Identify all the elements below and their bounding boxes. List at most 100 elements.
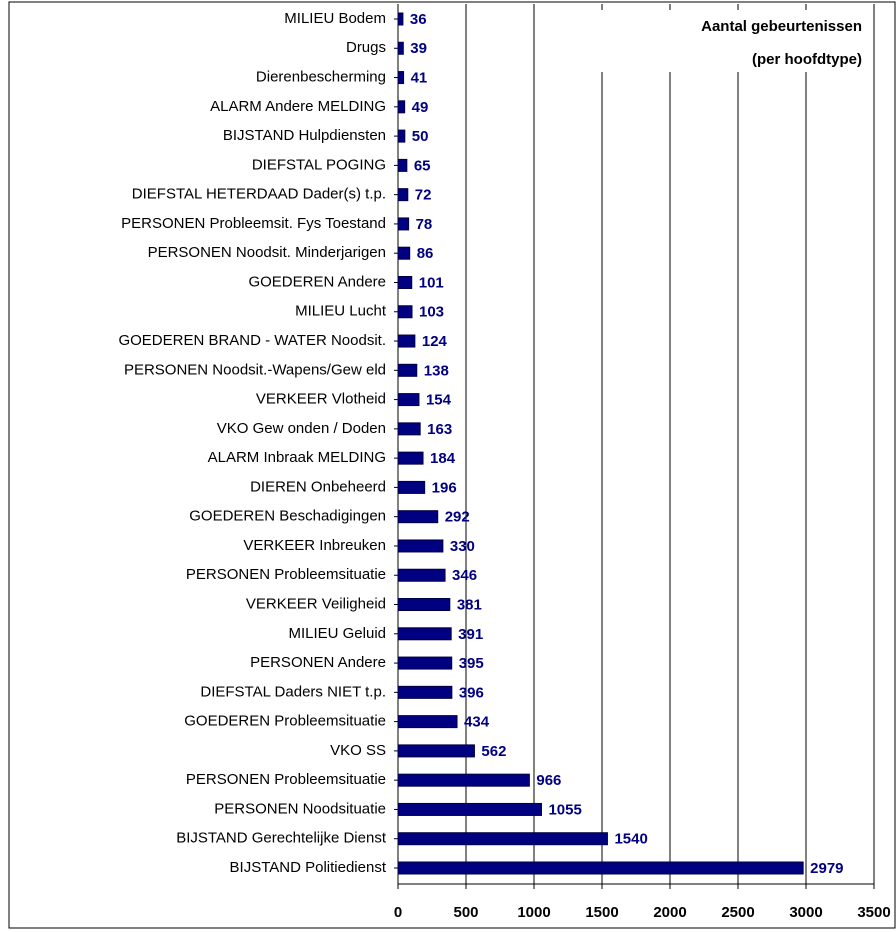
- y-tick-label: GOEDEREN Beschadigingen: [189, 508, 386, 525]
- value-label: 391: [458, 626, 483, 643]
- value-label: 36: [410, 11, 427, 28]
- y-tick-label: PERSONEN Probleemsituatie: [186, 771, 386, 788]
- value-label: 1540: [614, 831, 647, 848]
- value-label: 86: [417, 245, 434, 262]
- x-tick-label: 1000: [517, 904, 550, 921]
- value-label: 49: [412, 99, 429, 116]
- value-label: 396: [459, 684, 484, 701]
- bar: [397, 334, 416, 348]
- y-tick-label: PERSONEN Andere: [250, 654, 386, 671]
- value-label: 395: [459, 655, 484, 672]
- value-label: 72: [415, 187, 432, 204]
- x-tick-label: 1500: [585, 904, 618, 921]
- bar: [397, 422, 421, 436]
- bar: [397, 246, 411, 260]
- value-label: 65: [414, 157, 431, 174]
- bar: [397, 41, 404, 55]
- chart-title: (per hoofdtype): [752, 51, 862, 68]
- bar: [397, 510, 439, 524]
- bar: [397, 744, 475, 758]
- value-label: 196: [432, 479, 457, 496]
- y-tick-label: DIEFSTAL POGING: [252, 156, 386, 173]
- bar: [397, 393, 420, 407]
- value-label: 2979: [810, 860, 843, 877]
- bar: [397, 100, 406, 114]
- y-tick-label: VERKEER Inbreuken: [243, 537, 386, 554]
- value-label: 434: [464, 714, 490, 731]
- bar: [397, 656, 453, 670]
- value-label: 1055: [548, 801, 581, 818]
- y-tick-label: Dierenbescherming: [256, 69, 386, 86]
- bar: [397, 363, 418, 377]
- y-tick-label: MILIEU Lucht: [295, 303, 387, 320]
- title-box: [600, 10, 868, 72]
- x-tick-label: 2500: [721, 904, 754, 921]
- bar: [397, 71, 405, 85]
- y-tick-label: DIEFSTAL HETERDAAD Dader(s) t.p.: [132, 186, 386, 203]
- y-tick-label: BIJSTAND Politiedienst: [230, 859, 387, 876]
- chart-title: Aantal gebeurtenissen: [701, 18, 862, 35]
- value-label: 184: [430, 450, 456, 467]
- bar: [397, 129, 406, 143]
- y-tick-label: BIJSTAND Gerechtelijke Dienst: [176, 830, 387, 847]
- bar: [397, 305, 413, 319]
- y-tick-label: DIEREN Onbeheerd: [250, 478, 386, 495]
- value-label: 39: [410, 40, 427, 57]
- y-tick-label: PERSONEN Noodsit.-Wapens/Gew eld: [124, 361, 386, 378]
- y-tick-label: PERSONEN Probleemsituatie: [186, 566, 386, 583]
- y-tick-label: VERKEER Veiligheid: [246, 595, 386, 612]
- value-label: 292: [445, 509, 470, 526]
- value-label: 138: [424, 362, 449, 379]
- y-tick-label: Drugs: [346, 39, 386, 56]
- value-label: 124: [422, 333, 448, 350]
- bar: [397, 802, 542, 816]
- bar: [397, 685, 453, 699]
- bar: [397, 832, 608, 846]
- value-label: 78: [416, 216, 433, 233]
- y-tick-label: ALARM Inbraak MELDING: [208, 449, 386, 466]
- bar: [397, 861, 804, 875]
- bar: [397, 715, 458, 729]
- x-tick-label: 3500: [857, 904, 890, 921]
- y-tick-label: PERSONEN Noodsituatie: [214, 800, 386, 817]
- y-tick-label: MILIEU Geluid: [288, 625, 386, 642]
- value-label: 330: [450, 538, 475, 555]
- y-tick-label: GOEDEREN Andere: [248, 273, 386, 290]
- chart-frame: [8, 1, 896, 929]
- y-tick-label: ALARM Andere MELDING: [210, 98, 386, 115]
- bar: [397, 451, 424, 465]
- bar: [397, 539, 444, 553]
- bar: [397, 12, 404, 26]
- value-label: 41: [411, 70, 428, 87]
- value-label: 154: [426, 392, 452, 409]
- x-tick-label: 500: [453, 904, 478, 921]
- value-label: 101: [419, 274, 444, 291]
- y-tick-label: MILIEU Bodem: [284, 10, 386, 27]
- value-label: 50: [412, 128, 429, 145]
- bar: [397, 217, 410, 231]
- x-tick-label: 3000: [789, 904, 822, 921]
- bar: [397, 188, 409, 202]
- y-tick-label: BIJSTAND Hulpdiensten: [223, 127, 386, 144]
- bar: [397, 598, 451, 612]
- y-tick-label: VKO SS: [330, 742, 386, 759]
- bar: [397, 568, 446, 582]
- value-label: 966: [536, 772, 561, 789]
- bar: [397, 275, 413, 289]
- y-tick-label: PERSONEN Probleemsit. Fys Toestand: [121, 215, 386, 232]
- y-tick-label: GOEDEREN BRAND - WATER Noodsit.: [118, 332, 386, 349]
- y-tick-label: VKO Gew onden / Doden: [217, 420, 386, 437]
- value-label: 163: [427, 421, 452, 438]
- bar: [397, 627, 452, 641]
- value-label: 346: [452, 567, 477, 584]
- bar: [397, 480, 426, 494]
- y-tick-label: GOEDEREN Probleemsituatie: [184, 713, 386, 730]
- y-tick-label: PERSONEN Noodsit. Minderjarigen: [148, 244, 386, 261]
- value-label: 562: [481, 743, 506, 760]
- x-tick-label: 0: [394, 904, 402, 921]
- bar: [397, 773, 530, 787]
- bar: [397, 158, 408, 172]
- x-tick-label: 2000: [653, 904, 686, 921]
- y-tick-label: DIEFSTAL Daders NIET t.p.: [200, 683, 386, 700]
